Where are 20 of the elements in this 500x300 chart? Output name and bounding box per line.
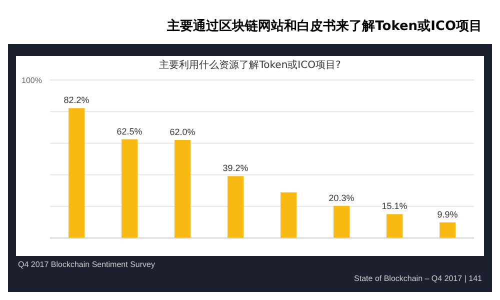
data-label: 20.3%: [328, 192, 354, 203]
y-tick-label: 100%: [22, 76, 42, 85]
bar: [228, 176, 244, 238]
data-label: 9.9%: [437, 209, 458, 220]
bar: [280, 192, 297, 238]
data-label: 39.2%: [222, 163, 248, 174]
bar: [440, 222, 456, 238]
bar: [174, 140, 191, 238]
bar: [122, 139, 138, 238]
chart-subtitle: 主要利用什么资源了解Token或ICO项目?: [158, 58, 342, 72]
data-label: 15.1%: [382, 201, 408, 212]
text: Q4 2017 Blockchain Sentiment Survey: [18, 260, 155, 269]
data-label: 82.2%: [64, 95, 90, 106]
chart-title: 主要通过区块链网站和白皮书来了解Token或ICO项目: [8, 8, 492, 44]
data-label: 62.0%: [170, 127, 196, 138]
bar: [386, 214, 403, 238]
text: State of Blockchain – Q4 2017 | 141: [354, 274, 482, 283]
bar: [334, 206, 350, 238]
bar: [68, 108, 85, 238]
data-label: 62.5%: [116, 126, 142, 136]
